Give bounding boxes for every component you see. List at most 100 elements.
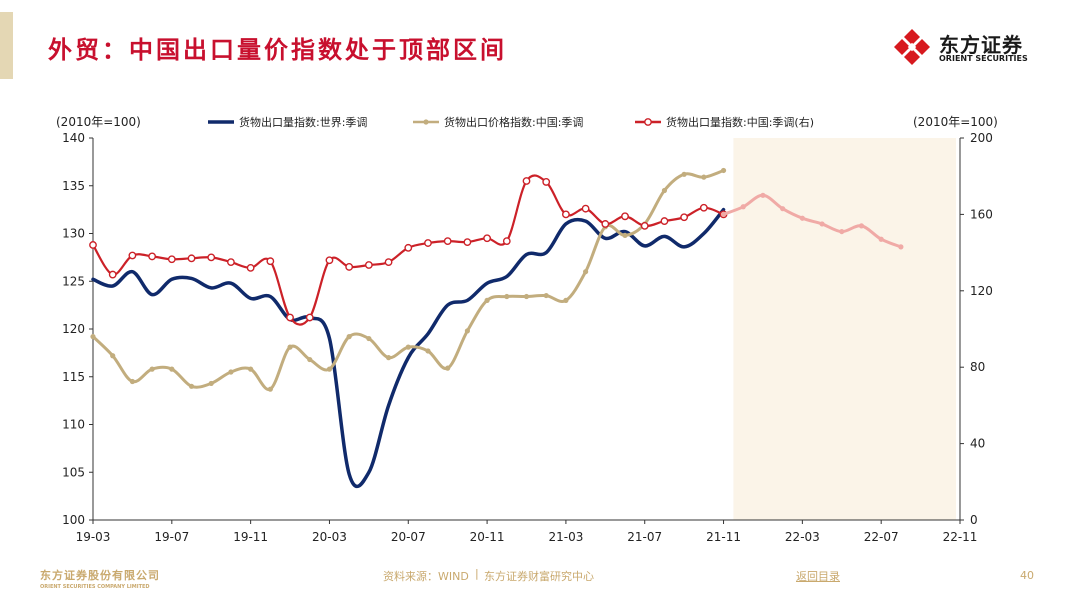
series-point-2: [502, 237, 511, 246]
series-point-2: [562, 210, 570, 219]
series-point-3: [858, 223, 865, 229]
right-tick-label: 160: [970, 207, 993, 221]
series-point-2: [345, 263, 354, 271]
series-point-2: [246, 263, 255, 272]
series-point-2: [187, 254, 196, 263]
right-axis-unit: (2010年=100): [913, 115, 998, 129]
series-point-1: [405, 344, 411, 350]
left-tick-label: 110: [62, 418, 85, 432]
series-point-1: [484, 297, 490, 303]
series-point-2: [581, 204, 590, 213]
footer-source: 资料来源：WIND: [383, 570, 469, 583]
right-tick-label: 120: [970, 284, 993, 298]
series-point-2: [305, 313, 314, 322]
series-point-2: [424, 239, 432, 247]
footer-separator: |: [475, 567, 479, 580]
series-point-2: [286, 313, 294, 322]
series-point-1: [208, 380, 214, 387]
left-tick-label: 120: [62, 322, 85, 336]
series-point-2: [325, 256, 334, 265]
series-point-2: [364, 261, 373, 269]
series-point-2: [463, 238, 472, 246]
series-point-1: [504, 293, 510, 300]
series-point-1: [464, 328, 470, 334]
series-point-1: [543, 292, 549, 299]
series-point-2: [522, 177, 531, 185]
right-tick-label: 80: [970, 360, 985, 374]
footer-org: 东方证券财富研究中心: [484, 570, 594, 583]
series-point-2: [266, 257, 275, 266]
series-point-1: [267, 386, 273, 392]
company-logo: 东方证券 ORIENT SECURITIES: [893, 28, 1053, 68]
left-tick-label: 100: [62, 513, 85, 527]
series-point-2: [207, 253, 216, 262]
series-point-2: [542, 178, 551, 186]
x-tick-label: 19-03: [76, 530, 111, 544]
x-tick-label: 20-03: [312, 530, 347, 544]
series-point-1: [563, 297, 569, 303]
series-point-1: [326, 366, 333, 372]
right-tick-label: 40: [970, 437, 985, 451]
series-point-2: [89, 241, 97, 249]
series-point-2: [167, 255, 176, 264]
legend-marker-2: [644, 118, 652, 126]
footer-brand: 东方证券股份有限公司 ORIENT SECURITIES COMPANY LIM…: [40, 567, 180, 590]
x-tick-label: 20-07: [391, 530, 426, 544]
series-point-1: [188, 383, 195, 389]
left-accent-bar: [0, 12, 13, 79]
logo-name-en: ORIENT SECURITIES: [939, 54, 1028, 63]
series-point-2: [148, 252, 157, 261]
series-point-3: [839, 228, 845, 235]
series-point-1: [661, 187, 668, 194]
x-tick-label: 20-11: [470, 530, 505, 544]
legend-label-2: 货物出口量指数:中国:季调(右): [666, 115, 814, 129]
series-point-1: [287, 344, 293, 350]
series-point-3: [720, 211, 727, 217]
series-point-1: [720, 167, 727, 174]
series-point-3: [878, 236, 884, 242]
series-point-1: [169, 366, 175, 372]
series-point-1: [346, 334, 352, 340]
series-point-1: [622, 232, 628, 239]
left-tick-label: 140: [62, 131, 85, 145]
x-tick-label: 22-03: [785, 530, 820, 544]
series-point-2: [699, 203, 708, 212]
x-tick-label: 21-07: [627, 530, 662, 544]
series-point-2: [621, 212, 629, 221]
series-point-2: [227, 258, 235, 267]
forecast-region: [733, 138, 956, 520]
left-tick-label: 115: [62, 370, 85, 384]
legend-marker-1: [423, 119, 429, 125]
series-point-1: [307, 356, 313, 363]
left-tick-label: 135: [62, 179, 85, 193]
series-point-1: [445, 365, 451, 371]
series-point-2: [680, 213, 689, 222]
series-point-2: [384, 258, 393, 267]
left-tick-label: 105: [62, 465, 85, 479]
series-point-2: [404, 243, 413, 252]
footer-brand-en: ORIENT SECURITIES COMPANY LIMITED: [40, 584, 150, 590]
series-point-2: [108, 270, 117, 279]
series-point-3: [898, 244, 904, 250]
export-index-chart: 100 105 110 115 120 125 130 135 140 0 40 80 120 160 20…: [56, 115, 998, 544]
series-point-2: [601, 220, 610, 228]
legend-label-1: 货物出口价格指数:中国:季调: [444, 115, 583, 129]
x-tick-label: 19-07: [154, 530, 189, 544]
logo-name-cn: 东方证券: [939, 33, 1023, 57]
footer-brand-cn: 东方证券股份有限公司: [40, 569, 160, 582]
series-point-1: [385, 355, 392, 361]
x-tick-label: 19-11: [233, 530, 268, 544]
series-point-3: [799, 215, 805, 221]
right-tick-label: 200: [970, 131, 993, 145]
back-to-contents-link[interactable]: 返回目录: [796, 570, 840, 583]
series-point-1: [523, 293, 530, 300]
x-tick-label: 21-11: [706, 530, 741, 544]
series-point-3: [780, 206, 786, 212]
legend-label-0: 货物出口量指数:世界:季调: [239, 115, 367, 129]
series-point-2: [483, 234, 491, 243]
left-axis-unit: (2010年=100): [56, 115, 141, 129]
series-point-2: [128, 251, 137, 260]
series-point-1: [110, 353, 116, 359]
series-point-1: [366, 335, 372, 342]
series-point-1: [583, 269, 589, 275]
